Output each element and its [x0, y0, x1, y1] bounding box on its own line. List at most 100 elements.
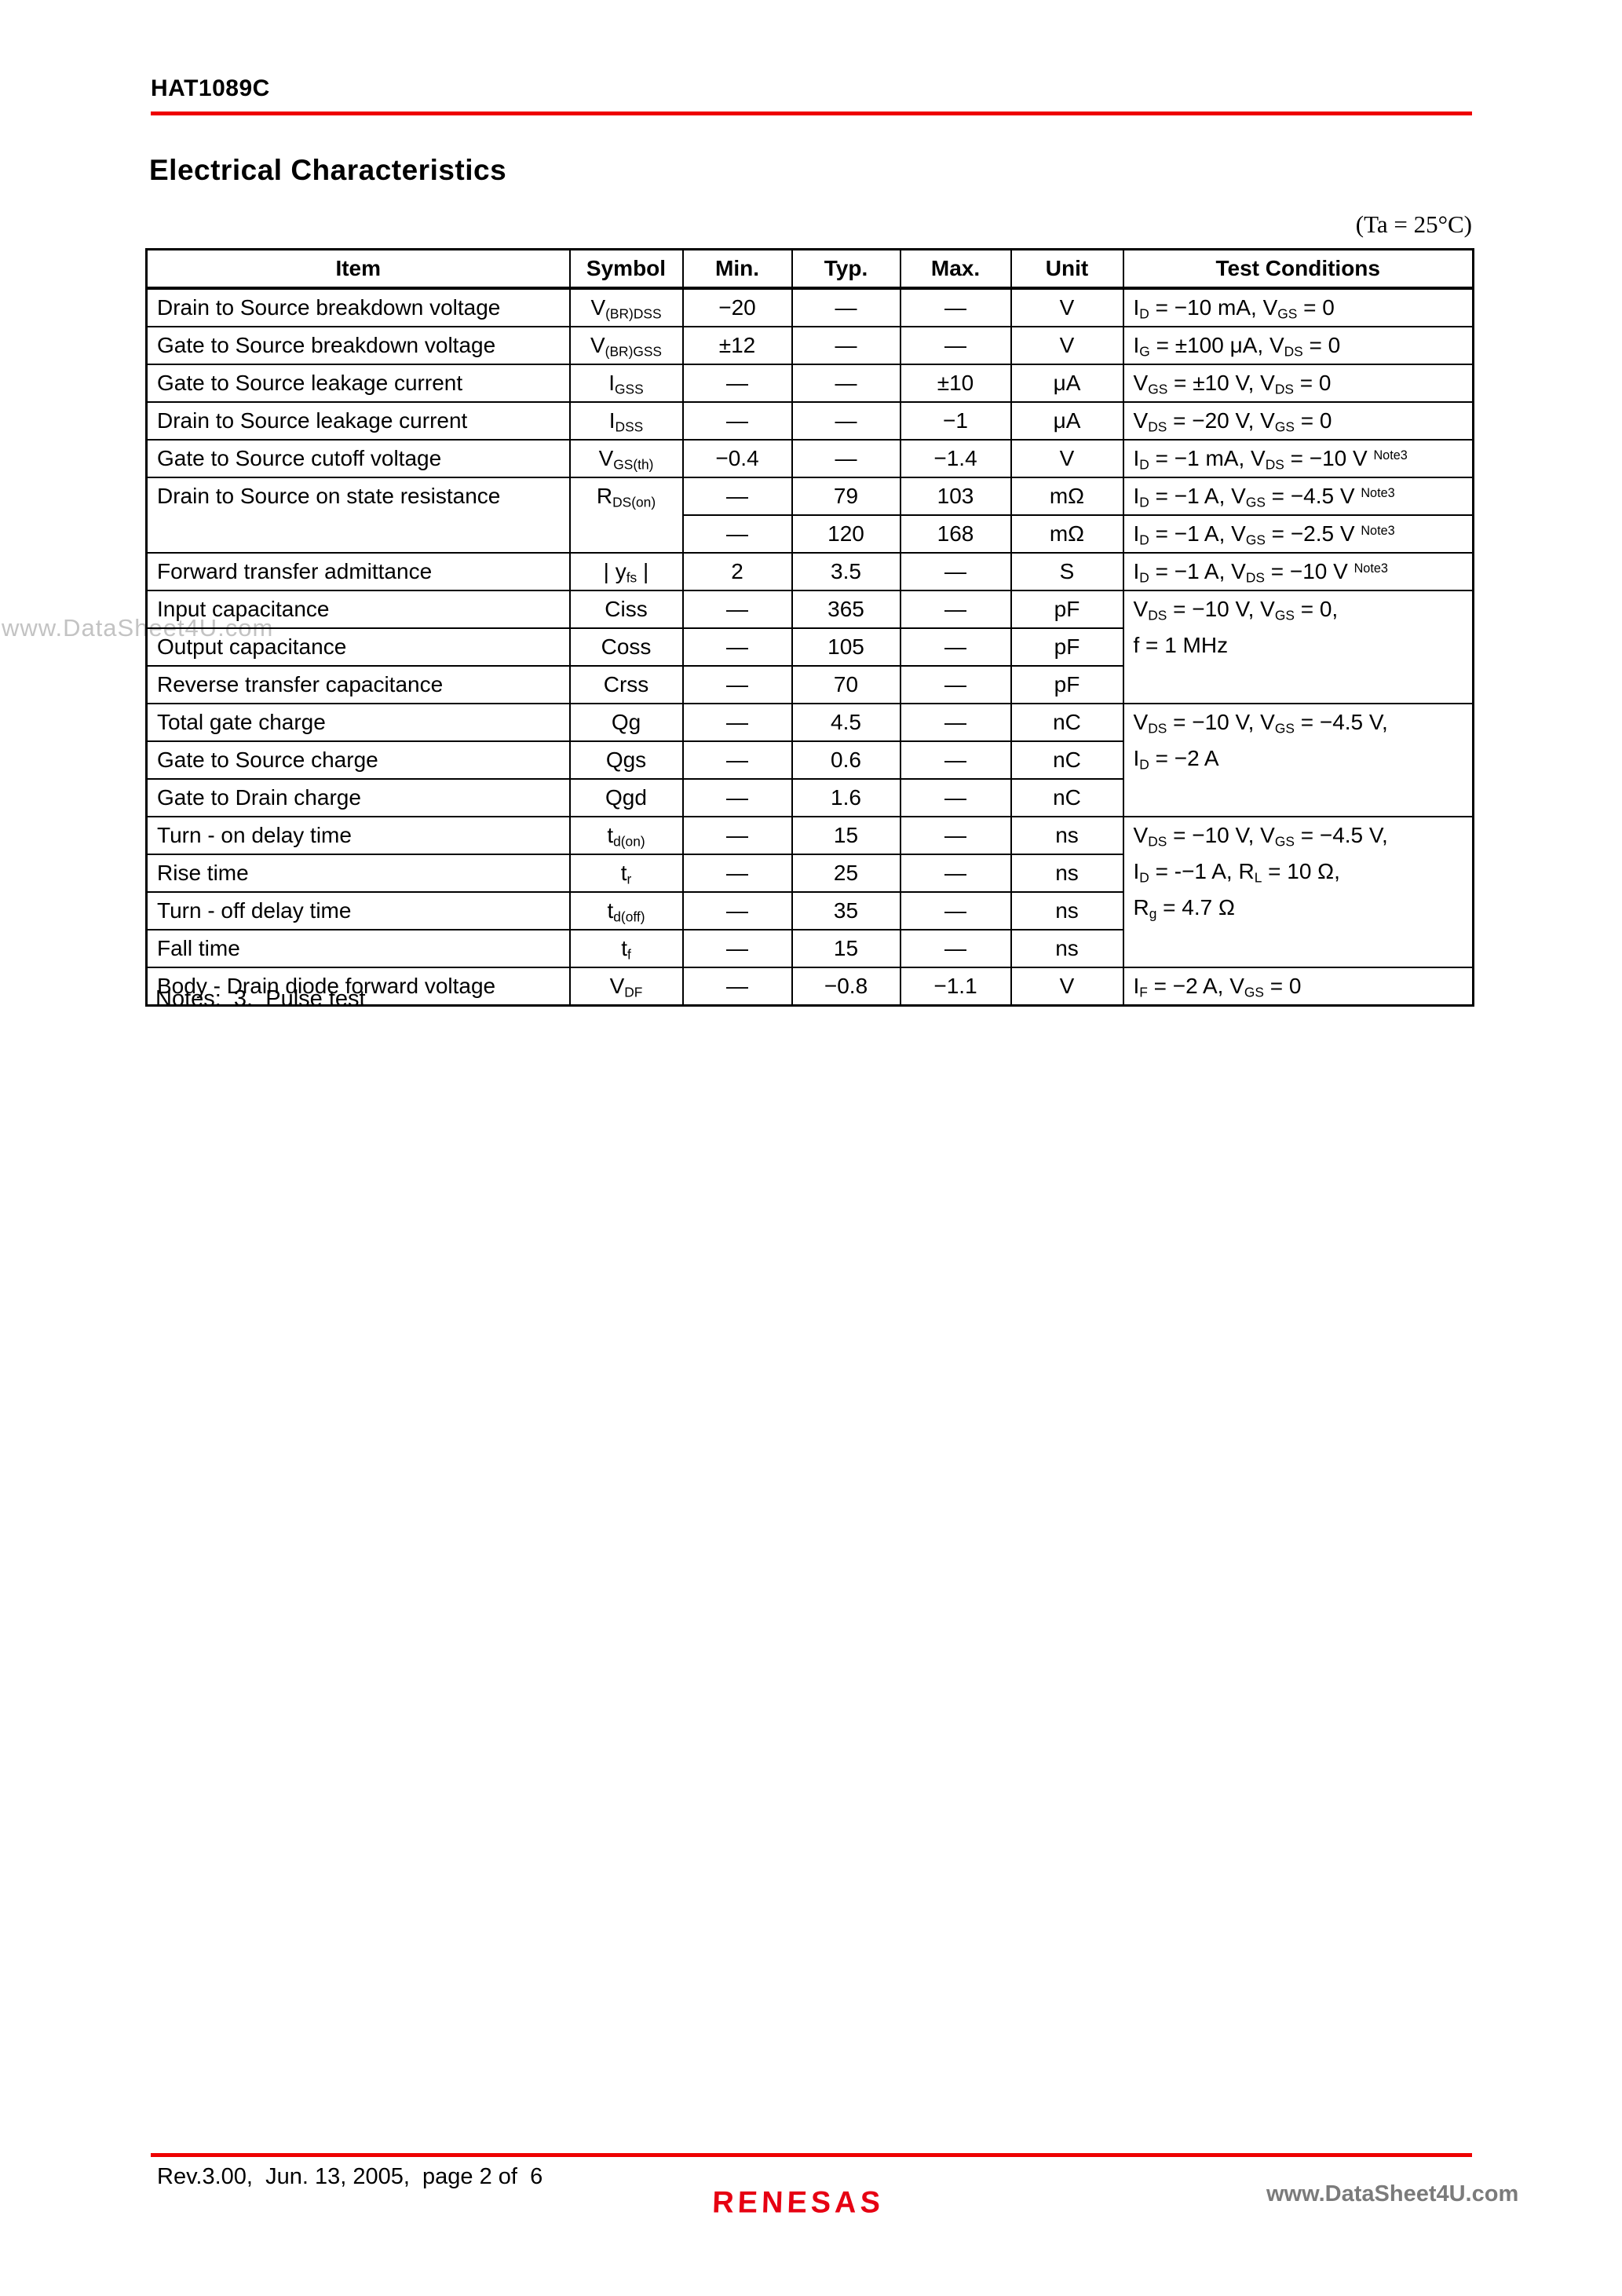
table-cell: — [899, 778, 1012, 817]
table-cell: Gate to Source charge [145, 740, 571, 780]
table-cell: 1.6 [791, 778, 901, 817]
table-cell: V [1010, 967, 1124, 1007]
table-cell: nC [1010, 703, 1124, 742]
table-cell: Total gate charge [145, 703, 571, 742]
table-cell: −0.8 [791, 967, 901, 1007]
table-cell: 120 [791, 514, 901, 554]
table-cell: pF [1010, 590, 1124, 629]
column-header: Typ. [791, 248, 901, 290]
table-cell: — [681, 778, 793, 817]
table-cell: tf [568, 929, 684, 968]
table-cell: 3.5 [791, 552, 901, 591]
table-cell: nC [1010, 778, 1124, 817]
table-cell: — [899, 816, 1012, 855]
table-row: Drain to Source leakage current IDSS — — −1 μ… [145, 401, 1474, 441]
table-cell: VDS = −10 V, VGS = 0, f = 1 MHz [1122, 590, 1474, 704]
table-cell: — [681, 364, 793, 403]
table-cell: — [791, 401, 901, 441]
table-body: Drain to Source breakdown voltage V(BR)DS… [145, 287, 1474, 1007]
table-cell: — [681, 703, 793, 742]
table-cell: RDS(on) [568, 477, 684, 554]
table-cell: ns [1010, 891, 1124, 930]
table-cell: V [1010, 439, 1124, 478]
table-cell: Reverse transfer capacitance [145, 665, 571, 704]
table-header: Item Symbol Min. Typ. Max. Unit Test Condition… [145, 248, 1474, 290]
table-row: Rise time tr —25— ns [145, 854, 1474, 893]
table-cell: Qg [568, 703, 684, 742]
table-cell: — [681, 967, 793, 1007]
column-header: Test Conditions [1122, 248, 1474, 290]
table-cell: Coss [568, 627, 684, 667]
table-cell: −1.1 [899, 967, 1012, 1007]
table-cell: 0.6 [791, 740, 901, 780]
table-cell: ID = −10 mA, VGS = 0 [1122, 287, 1474, 327]
footer-url: www.DataSheet4U.com [1266, 2181, 1519, 2206]
page-title: Electrical Characteristics [149, 154, 507, 186]
table-cell: V(BR)GSS [568, 326, 684, 365]
table-cell: Drain to Source leakage current [145, 401, 571, 441]
table-cell: 2 [681, 552, 793, 591]
doc-id: HAT1089C [151, 75, 270, 101]
table-cell: Fall time [145, 929, 571, 968]
header-rule [151, 112, 1472, 115]
table-header-row: Item Symbol Min. Typ. Max. Unit Test Condition… [145, 248, 1474, 290]
temperature-note: (Ta = 25°C) [1355, 210, 1472, 238]
table-cell: 4.5 [791, 703, 901, 742]
table-cell: Gate to Source cutoff voltage [145, 439, 571, 478]
table-cell: — [681, 590, 793, 629]
table-cell: — [899, 854, 1012, 893]
table-cell: VDS = −10 V, VGS = −4.5 V, ID = −2 A [1122, 703, 1474, 817]
table-cell: td(on) [568, 816, 684, 855]
table-cell: IGSS [568, 364, 684, 403]
table-row: Input capacitance Ciss —365— pF VDS = −10 V,… [145, 590, 1474, 704]
table-cell: ns [1010, 854, 1124, 893]
table-cell: — [899, 703, 1012, 742]
table-cell: Gate to Source leakage current [145, 364, 571, 403]
table-cell: VGS(th) [568, 439, 684, 478]
table-cell: — [681, 665, 793, 704]
table-cell: | yfs | [568, 552, 684, 591]
table-cell: 105 [791, 627, 901, 667]
table-cell: ID = −1 mA, VDS = −10 V Note3 [1122, 439, 1474, 478]
table-cell: Gate to Source breakdown voltage [145, 326, 571, 365]
table-cell: ±10 [899, 364, 1012, 403]
table-cell: — [899, 590, 1012, 629]
footer-rule [151, 2153, 1472, 2157]
table-cell: nC [1010, 740, 1124, 780]
table-row: —120 168 mΩ ID = −1 A, VGS = −2.5 V Note3 [147, 514, 1474, 554]
table-cell: — [791, 439, 901, 478]
renesas-logo: RENESAS [711, 2186, 885, 2220]
table-row: Drain to Source on state resistance RDS(o… [145, 477, 1474, 554]
table-cell: tr [568, 854, 684, 893]
footer-revision: Rev.3.00, Jun. 13, 2005, page 2 of 6 [157, 2164, 543, 2189]
table-cell: — [899, 627, 1012, 667]
table-cell: — [791, 326, 901, 365]
table-cell: Output capacitance [145, 627, 571, 667]
table-cell: — [899, 287, 1012, 327]
column-header: Min. [681, 248, 793, 290]
table-cell: 168 [899, 514, 1012, 554]
table-cell: — [791, 364, 901, 403]
column-header: Max. [899, 248, 1012, 290]
table-cell: 35 [791, 891, 901, 930]
table-cell: 79 [791, 477, 901, 516]
table-cell: — [681, 929, 793, 968]
table-cell: Drain to Source on state resistance [145, 477, 571, 554]
electrical-characteristics-table: Item Symbol Min. Typ. Max. Unit Test Condition… [145, 248, 1474, 1007]
table-cell: — [681, 514, 793, 554]
table-cell: Crss [568, 665, 684, 704]
table-cell: mΩ [1010, 477, 1124, 516]
table-cell: ID = −1 A, VDS = −10 V Note3 [1122, 552, 1474, 591]
table-cell: Turn - on delay time [145, 816, 571, 855]
table-cell: S [1010, 552, 1124, 591]
table-row: Gate to Source cutoff voltage VGS(th) −0.4… [145, 439, 1474, 478]
table-cell: — [899, 326, 1012, 365]
table-cell: 15 [791, 816, 901, 855]
table-row: Output capacitance Coss —105— pF [145, 627, 1474, 667]
table-cell: Forward transfer admittance [145, 552, 571, 591]
table-row: Turn - on delay time td(on) —15— ns VDS = −1… [145, 816, 1474, 968]
table-cell: VGS = ±10 V, VDS = 0 [1122, 364, 1474, 403]
table-cell: — [681, 740, 793, 780]
table-cell: Qgs [568, 740, 684, 780]
